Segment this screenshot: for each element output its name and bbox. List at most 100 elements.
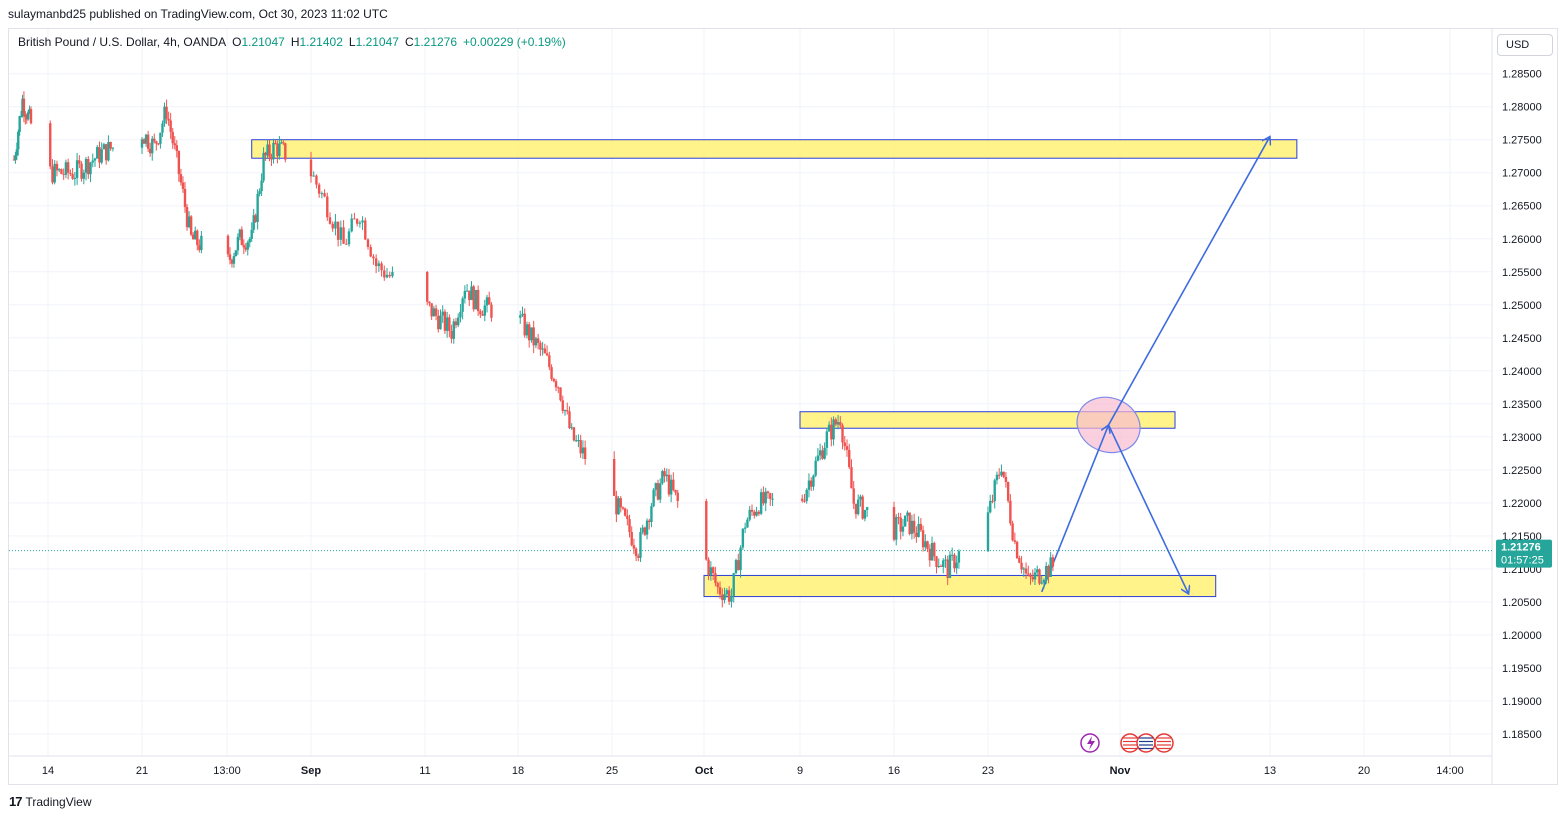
candle	[643, 526, 647, 537]
candle-body	[472, 286, 475, 310]
candle-body	[450, 330, 453, 339]
price-tick-label: 1.24500	[1502, 333, 1542, 345]
candle	[746, 517, 749, 528]
candle-body	[581, 447, 585, 454]
candle	[430, 303, 433, 320]
candle	[667, 468, 671, 497]
candle	[991, 494, 994, 504]
candle-body	[821, 450, 824, 459]
uk-flag-icon[interactable]	[1136, 733, 1156, 753]
candle-body	[248, 238, 251, 243]
candle-body	[521, 313, 524, 316]
candle-body	[848, 449, 851, 468]
candle	[1033, 568, 1037, 586]
candle-body	[986, 512, 990, 552]
brand-name: TradingView	[25, 794, 92, 809]
candle-body	[238, 229, 242, 238]
lightning-icon[interactable]	[1080, 733, 1100, 753]
candle	[450, 324, 453, 344]
candle-body	[167, 118, 170, 121]
candle	[803, 493, 806, 503]
candle-body	[51, 166, 54, 183]
candle-body	[1051, 557, 1055, 567]
candle-body	[18, 116, 21, 132]
us-flag-icon[interactable]	[1120, 733, 1140, 753]
us-flag-icon[interactable]	[1154, 733, 1174, 753]
candle	[550, 364, 553, 381]
candle	[144, 133, 148, 147]
candle-body	[548, 355, 551, 368]
candle-body	[730, 595, 733, 602]
candle-body	[309, 159, 313, 177]
candle	[1049, 552, 1052, 578]
candle-body	[527, 324, 531, 341]
candle-body	[323, 193, 326, 197]
candle	[645, 518, 649, 540]
candle	[372, 254, 375, 265]
candle-body	[997, 474, 1001, 476]
candle	[100, 142, 103, 165]
candle-body	[232, 256, 236, 264]
candle-body	[865, 507, 869, 510]
candle	[581, 440, 585, 460]
candle-body	[481, 314, 484, 316]
price-tick-label: 1.28000	[1502, 102, 1542, 114]
candle	[650, 502, 653, 528]
candle	[648, 518, 651, 530]
candle	[1020, 556, 1023, 574]
candle	[226, 234, 230, 257]
candle-body	[554, 381, 558, 388]
candle-body	[430, 303, 433, 317]
candle-body	[262, 152, 265, 181]
candle-body	[850, 467, 853, 489]
candle	[766, 490, 770, 499]
candle-body	[383, 270, 386, 278]
candle-body	[479, 311, 482, 315]
candle	[109, 141, 112, 151]
candle-body	[917, 523, 920, 537]
candle	[177, 150, 181, 182]
currency-button[interactable]: USD	[1497, 34, 1553, 56]
candle-body	[901, 526, 905, 532]
candle	[953, 552, 956, 573]
candle-body	[483, 305, 486, 316]
candle	[278, 136, 281, 160]
candle-body	[148, 148, 152, 154]
candle	[369, 244, 372, 258]
candle	[470, 281, 473, 301]
candle	[84, 156, 88, 181]
low-value: 1.21047	[355, 35, 399, 49]
candle	[944, 555, 947, 568]
candle-body	[843, 442, 846, 447]
candle	[91, 153, 94, 168]
candle	[769, 492, 772, 506]
candle-body	[89, 162, 92, 175]
candle	[25, 113, 28, 124]
price-tick-label: 1.23500	[1502, 399, 1542, 411]
candle	[157, 142, 160, 146]
candle-body	[746, 519, 749, 528]
tradingview-logo[interactable]: 17 TradingView	[9, 794, 92, 809]
candle-body	[750, 509, 754, 512]
trend-arrow	[1107, 136, 1270, 426]
candle-body	[272, 142, 275, 160]
candle-body	[165, 106, 168, 119]
candle	[1018, 555, 1021, 564]
candle-body	[859, 496, 862, 500]
candle-body	[461, 298, 464, 312]
candle-body	[727, 590, 731, 602]
candle-body	[583, 447, 587, 460]
candle-body	[1047, 565, 1050, 578]
candle-body	[1011, 523, 1014, 541]
candle-body	[1029, 574, 1032, 577]
candle	[426, 271, 429, 306]
candle-body	[852, 488, 855, 504]
candle-body	[28, 109, 31, 113]
lightning-icon-bolt	[1087, 736, 1095, 750]
candle	[96, 144, 99, 159]
price-tick-label: 1.25000	[1502, 300, 1542, 312]
candle-body	[937, 565, 940, 567]
candle-body	[91, 160, 94, 163]
candle-body	[803, 500, 806, 502]
